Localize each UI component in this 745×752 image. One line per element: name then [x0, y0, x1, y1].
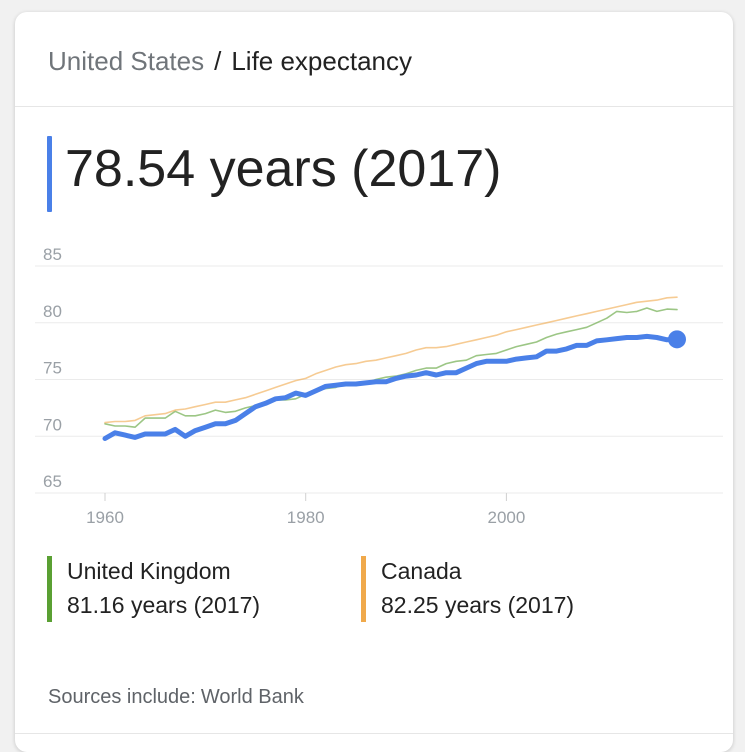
legend-value: 82.25 years (2017)	[381, 592, 575, 618]
headline-accent-bar	[47, 136, 52, 212]
footer-divider	[15, 733, 733, 734]
x-tick-label: 1980	[287, 508, 325, 527]
breadcrumb: United States / Life expectancy	[48, 46, 412, 77]
breadcrumb-separator: /	[214, 46, 222, 76]
legend-name: United Kingdom	[67, 558, 231, 584]
life-expectancy-card: United States / Life expectancy 78.54 year…	[15, 12, 733, 752]
y-tick-label: 70	[43, 415, 62, 434]
series-line-united-kingdom	[104, 307, 678, 429]
y-tick-label: 65	[43, 472, 62, 491]
sources-label: Sources include:	[48, 686, 196, 708]
breadcrumb-topic: Life expectancy	[231, 46, 412, 76]
series-line-canada	[104, 296, 678, 424]
legend-color-bar	[361, 556, 366, 622]
life-expectancy-line-chart[interactable]: 85 80 75 70 65 1960 1980 2000	[15, 12, 733, 542]
y-tick-label: 80	[43, 302, 62, 321]
breadcrumb-country-link[interactable]: United States	[48, 46, 205, 76]
y-tick-label: 75	[43, 359, 62, 378]
legend-value: 81.16 years (2017)	[67, 592, 261, 618]
header-divider	[15, 106, 733, 107]
x-tick-label: 2000	[487, 508, 525, 527]
sources-note: Sources include: World Bank	[48, 686, 304, 709]
legend-color-bar	[47, 556, 52, 622]
latest-point-marker	[668, 330, 686, 349]
legend-name: Canada	[381, 558, 462, 584]
y-tick-label: 85	[43, 245, 62, 264]
series-line-united-states	[102, 333, 680, 441]
sources-link[interactable]: World Bank	[200, 686, 304, 708]
x-tick-label: 1960	[86, 508, 124, 527]
headline-value: 78.54 years (2017)	[65, 140, 502, 198]
